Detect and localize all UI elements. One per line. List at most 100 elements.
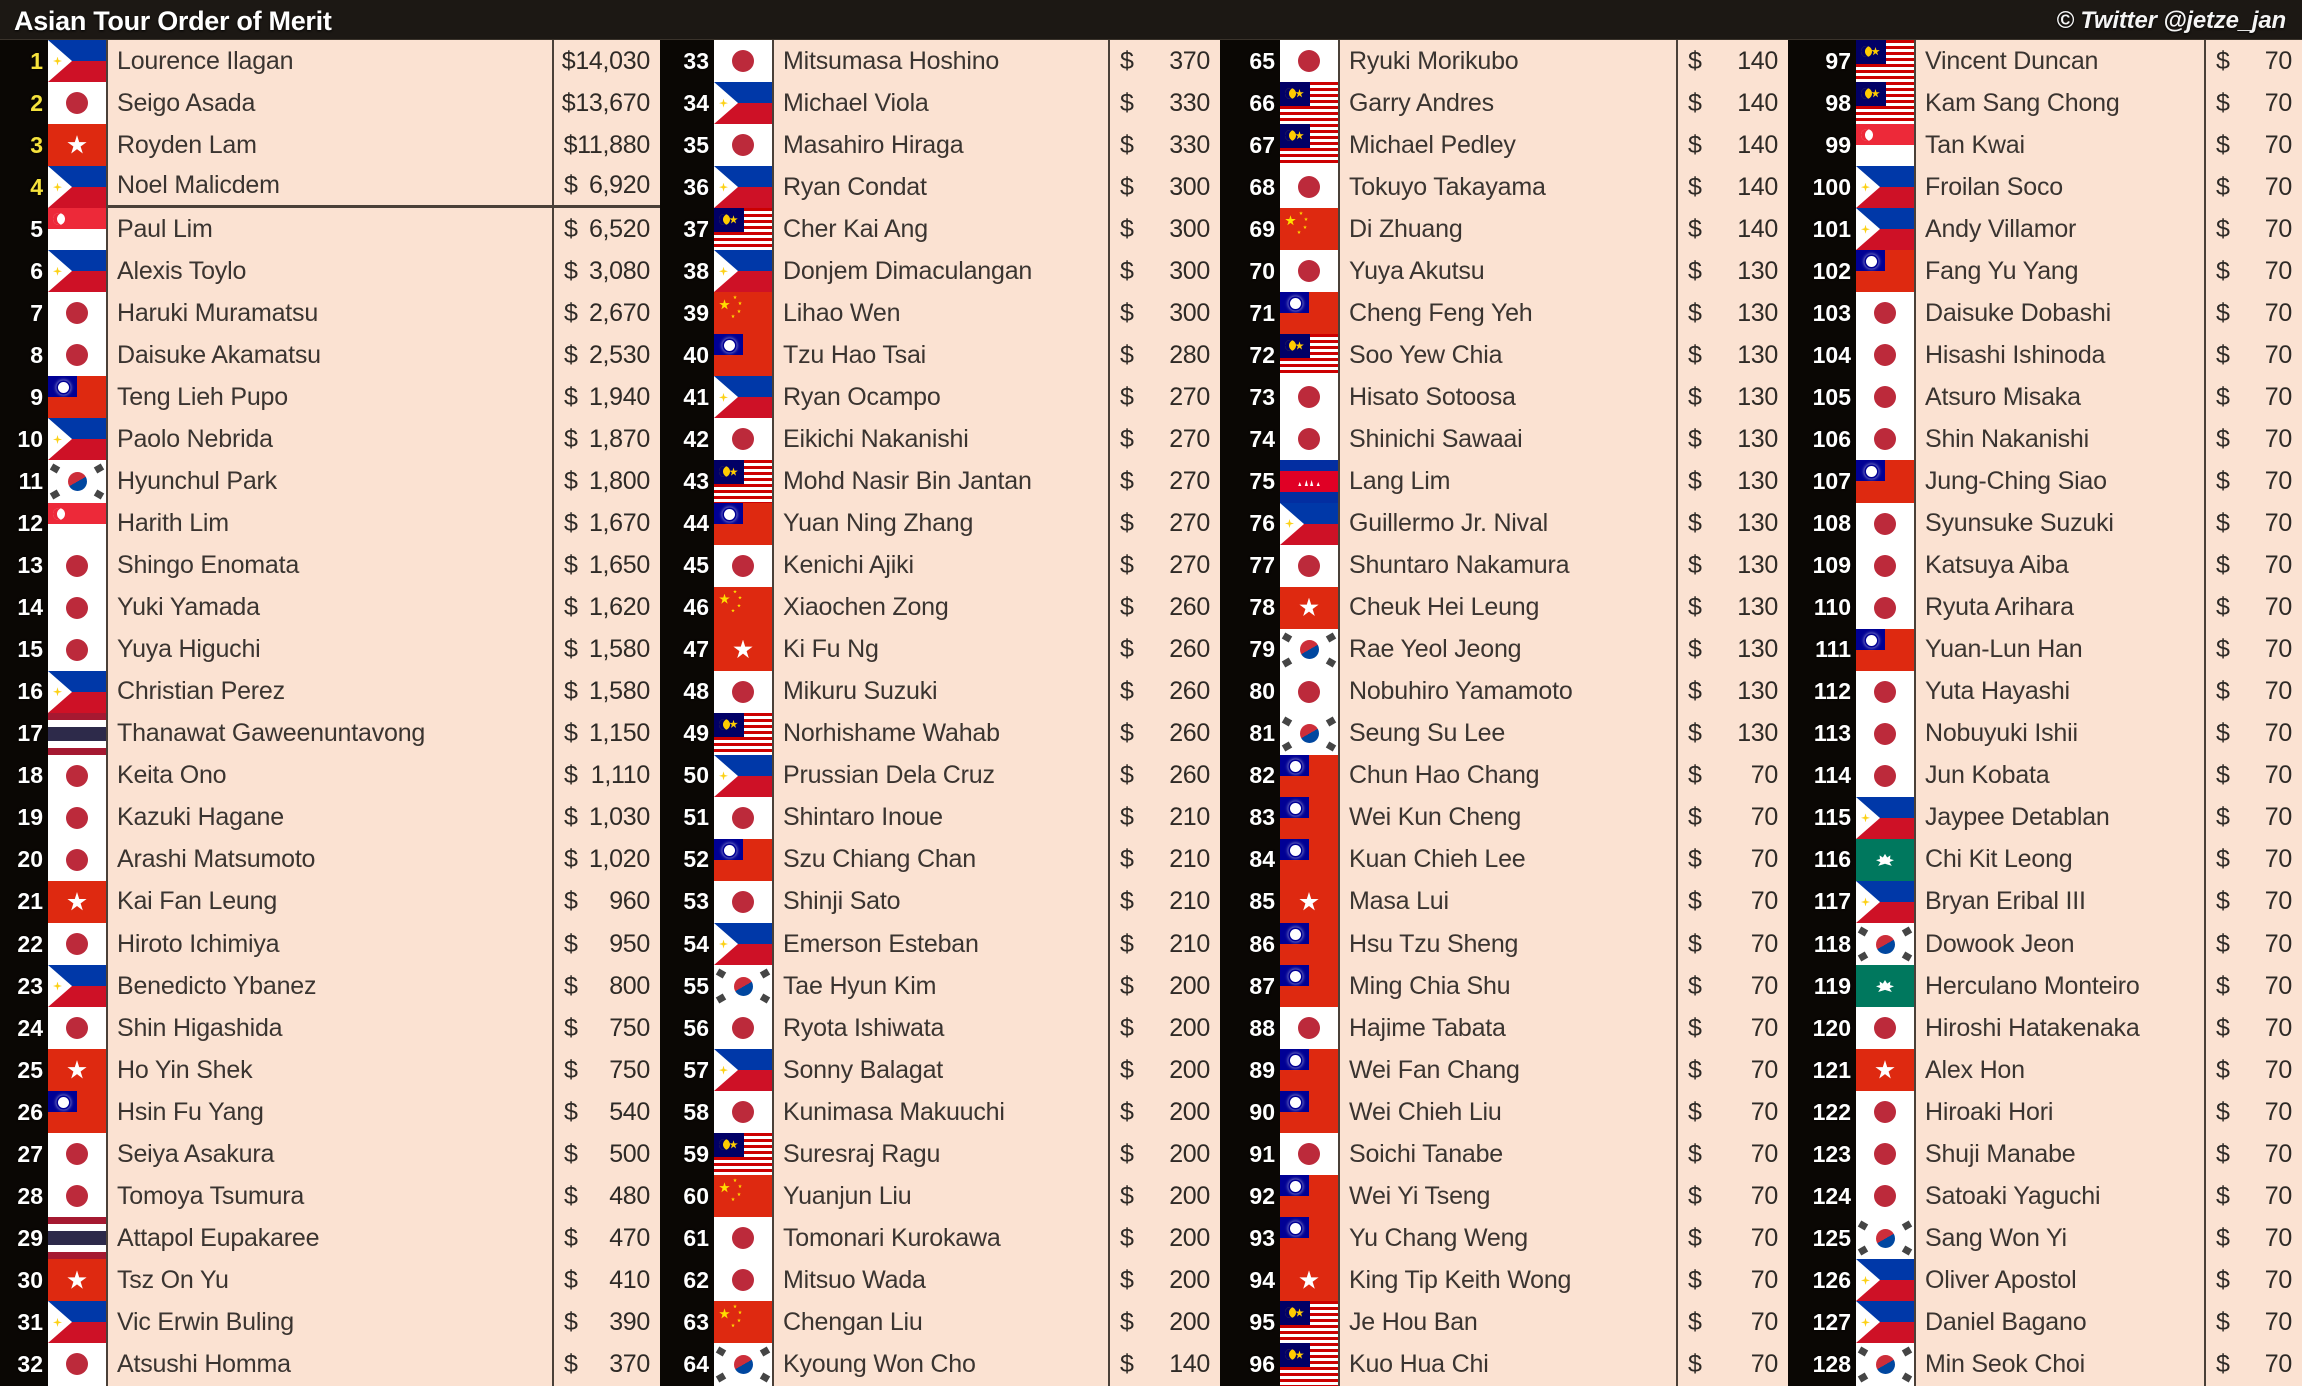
table-row[interactable]: 45 Kenichi Ajiki $270 [666,544,1220,587]
table-row[interactable]: 46 Xiaochen Zong $260 [666,586,1220,629]
table-row[interactable]: 37 Cher Kai Ang $300 [666,208,1220,251]
table-row[interactable]: 97 Vincent Duncan $70 [1794,40,2302,83]
table-row[interactable]: 118 Dowook Jeon $70 [1794,922,2302,966]
table-row[interactable]: 16 Christian Perez $1,580 [0,670,660,713]
table-row[interactable]: 25 Ho Yin Shek $750 [0,1049,660,1092]
table-row[interactable]: 75 Lang Lim $130 [1226,460,1788,503]
table-row[interactable]: 17 Thanawat Gaweenuntavong $1,150 [0,712,660,755]
table-row[interactable]: 28 Tomoya Tsumura $480 [0,1175,660,1218]
table-row[interactable]: 24 Shin Higashida $750 [0,1007,660,1050]
table-row[interactable]: 71 Cheng Feng Yeh $130 [1226,292,1788,335]
table-row[interactable]: 34 Michael Viola $330 [666,82,1220,125]
table-row[interactable]: 58 Kunimasa Makuuchi $200 [666,1091,1220,1134]
table-row[interactable]: 120 Hiroshi Hatakenaka $70 [1794,1007,2302,1050]
table-row[interactable]: 100 Froilan Soco $70 [1794,166,2302,209]
table-row[interactable]: 126 Oliver Apostol $70 [1794,1259,2302,1302]
table-row[interactable]: 103 Daisuke Dobashi $70 [1794,292,2302,335]
table-row[interactable]: 7 Haruki Muramatsu $2,670 [0,292,660,335]
table-row[interactable]: 112 Yuta Hayashi $70 [1794,670,2302,713]
table-row[interactable]: 116 Chi Kit Leong $70 [1794,838,2302,881]
table-row[interactable]: 13 Shingo Enomata $1,650 [0,544,660,587]
table-row[interactable]: 83 Wei Kun Cheng $70 [1226,796,1788,839]
table-row[interactable]: 78 Cheuk Hei Leung $130 [1226,586,1788,629]
table-row[interactable]: 32 Atsushi Homma $370 [0,1343,660,1386]
table-row[interactable]: 30 Tsz On Yu $410 [0,1259,660,1302]
table-row[interactable]: 39 Lihao Wen $300 [666,292,1220,335]
table-row[interactable]: 69 Di Zhuang $140 [1226,208,1788,251]
table-row[interactable]: 59 Suresraj Ragu $200 [666,1133,1220,1176]
table-row[interactable]: 22 Hiroto Ichimiya $950 [0,922,660,966]
table-row[interactable]: 72 Soo Yew Chia $130 [1226,334,1788,377]
table-row[interactable]: 61 Tomonari Kurokawa $200 [666,1217,1220,1260]
table-row[interactable]: 98 Kam Sang Chong $70 [1794,82,2302,125]
table-row[interactable]: 80 Nobuhiro Yamamoto $130 [1226,670,1788,713]
table-row[interactable]: 70 Yuya Akutsu $130 [1226,250,1788,293]
table-row[interactable]: 86 Hsu Tzu Sheng $70 [1226,922,1788,966]
table-row[interactable]: 8 Daisuke Akamatsu $2,530 [0,334,660,377]
table-row[interactable]: 44 Yuan Ning Zhang $270 [666,502,1220,545]
table-row[interactable]: 19 Kazuki Hagane $1,030 [0,796,660,839]
table-row[interactable]: 81 Seung Su Lee $130 [1226,712,1788,755]
table-row[interactable]: 99 Tan Kwai $70 [1794,124,2302,167]
table-row[interactable]: 55 Tae Hyun Kim $200 [666,965,1220,1008]
table-row[interactable]: 109 Katsuya Aiba $70 [1794,544,2302,587]
table-row[interactable]: 27 Seiya Asakura $500 [0,1133,660,1176]
table-row[interactable]: 35 Masahiro Hiraga $330 [666,124,1220,167]
table-row[interactable]: 108 Syunsuke Suzuki $70 [1794,502,2302,545]
table-row[interactable]: 76 Guillermo Jr. Nival $130 [1226,502,1788,545]
table-row[interactable]: 82 Chun Hao Chang $70 [1226,754,1788,797]
table-row[interactable]: 26 Hsin Fu Yang $540 [0,1091,660,1134]
table-row[interactable]: 106 Shin Nakanishi $70 [1794,418,2302,461]
table-row[interactable]: 122 Hiroaki Hori $70 [1794,1091,2302,1134]
table-row[interactable]: 87 Ming Chia Shu $70 [1226,965,1788,1008]
table-row[interactable]: 62 Mitsuo Wada $200 [666,1259,1220,1302]
table-row[interactable]: 84 Kuan Chieh Lee $70 [1226,838,1788,881]
table-row[interactable]: 124 Satoaki Yaguchi $70 [1794,1175,2302,1218]
table-row[interactable]: 29 Attapol Eupakaree $470 [0,1217,660,1260]
table-row[interactable]: 92 Wei Yi Tseng $70 [1226,1175,1788,1218]
table-row[interactable]: 18 Keita Ono $1,110 [0,754,660,797]
table-row[interactable]: 3 Royden Lam $11,880 [0,124,660,167]
table-row[interactable]: 113 Nobuyuki Ishii $70 [1794,712,2302,755]
table-row[interactable]: 23 Benedicto Ybanez $800 [0,965,660,1008]
table-row[interactable]: 6 Alexis Toylo $3,080 [0,250,660,293]
table-row[interactable]: 68 Tokuyo Takayama $140 [1226,166,1788,209]
table-row[interactable]: 115 Jaypee Detablan $70 [1794,796,2302,839]
table-row[interactable]: 123 Shuji Manabe $70 [1794,1133,2302,1176]
table-row[interactable]: 74 Shinichi Sawaai $130 [1226,418,1788,461]
table-row[interactable]: 119 Herculano Monteiro $70 [1794,965,2302,1008]
table-row[interactable]: 31 Vic Erwin Buling $390 [0,1301,660,1344]
table-row[interactable]: 90 Wei Chieh Liu $70 [1226,1091,1788,1134]
table-row[interactable]: 57 Sonny Balagat $200 [666,1049,1220,1092]
table-row[interactable]: 51 Shintaro Inoue $210 [666,796,1220,839]
table-row[interactable]: 111 Yuan-Lun Han $70 [1794,628,2302,671]
table-row[interactable]: 4 Noel Malicdem $6,920 [0,166,660,209]
table-row[interactable]: 121 Alex Hon $70 [1794,1049,2302,1092]
table-row[interactable]: 91 Soichi Tanabe $70 [1226,1133,1788,1176]
table-row[interactable]: 79 Rae Yeol Jeong $130 [1226,628,1788,671]
table-row[interactable]: 1 Lourence Ilagan $14,030 [0,40,660,83]
table-row[interactable]: 104 Hisashi Ishinoda $70 [1794,334,2302,377]
table-row[interactable]: 43 Mohd Nasir Bin Jantan $270 [666,460,1220,503]
table-row[interactable]: 65 Ryuki Morikubo $140 [1226,40,1788,83]
table-row[interactable]: 40 Tzu Hao Tsai $280 [666,334,1220,377]
table-row[interactable]: 11 Hyunchul Park $1,800 [0,460,660,503]
table-row[interactable]: 73 Hisato Sotoosa $130 [1226,376,1788,419]
table-row[interactable]: 110 Ryuta Arihara $70 [1794,586,2302,629]
table-row[interactable]: 20 Arashi Matsumoto $1,020 [0,838,660,881]
table-row[interactable]: 127 Daniel Bagano $70 [1794,1301,2302,1344]
table-row[interactable]: 48 Mikuru Suzuki $260 [666,670,1220,713]
table-row[interactable]: 41 Ryan Ocampo $270 [666,376,1220,419]
table-row[interactable]: 56 Ryota Ishiwata $200 [666,1007,1220,1050]
table-row[interactable]: 95 Je Hou Ban $70 [1226,1301,1788,1344]
table-row[interactable]: 101 Andy Villamor $70 [1794,208,2302,251]
table-row[interactable]: 77 Shuntaro Nakamura $130 [1226,544,1788,587]
table-row[interactable]: 102 Fang Yu Yang $70 [1794,250,2302,293]
table-row[interactable]: 89 Wei Fan Chang $70 [1226,1049,1788,1092]
table-row[interactable]: 94 King Tip Keith Wong $70 [1226,1259,1788,1302]
table-row[interactable]: 64 Kyoung Won Cho $140 [666,1343,1220,1386]
table-row[interactable]: 66 Garry Andres $140 [1226,82,1788,125]
table-row[interactable]: 85 Masa Lui $70 [1226,880,1788,923]
table-row[interactable]: 50 Prussian Dela Cruz $260 [666,754,1220,797]
table-row[interactable]: 93 Yu Chang Weng $70 [1226,1217,1788,1260]
